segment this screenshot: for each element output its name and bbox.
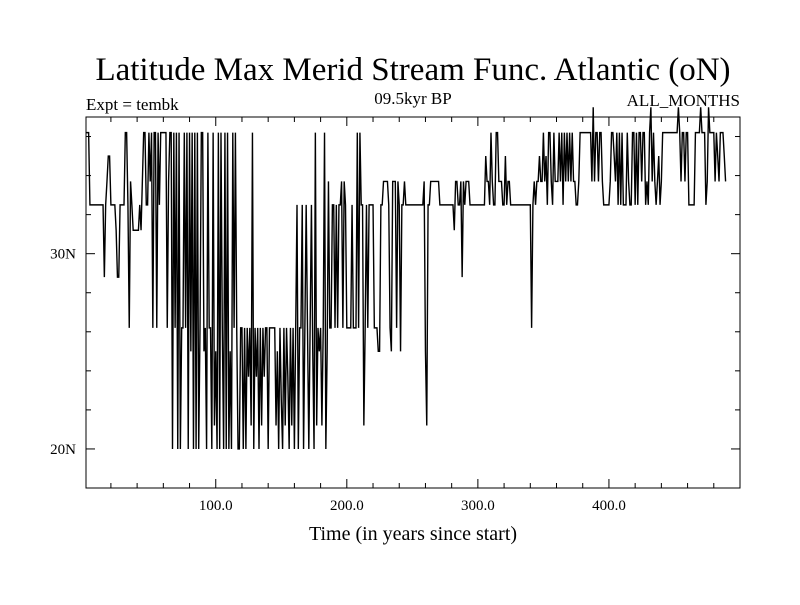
x-tick-label: 100.0 [199,498,233,514]
chart-subtitle-center: 09.5kyr BP [374,89,451,108]
y-tick-label: 30N [50,247,76,263]
plot-layer: 100.0 200.0 300.0 400.0 20N 30N [50,107,740,514]
chart-subtitle-left: Expt = tembk [86,95,179,114]
y-tick-label: 20N [50,442,76,458]
plot-frame [85,116,741,489]
x-axis-label: Time (in years since start) [309,523,517,545]
chart-title: Latitude Max Merid Stream Func. Atlantic… [95,52,730,88]
x-tick-label: 200.0 [330,498,364,514]
x-tick-label: 300.0 [461,498,495,514]
x-tick-label: 400.0 [592,498,626,514]
chart-subtitle-right: ALL_MONTHS [627,91,740,110]
series-line [86,107,727,450]
